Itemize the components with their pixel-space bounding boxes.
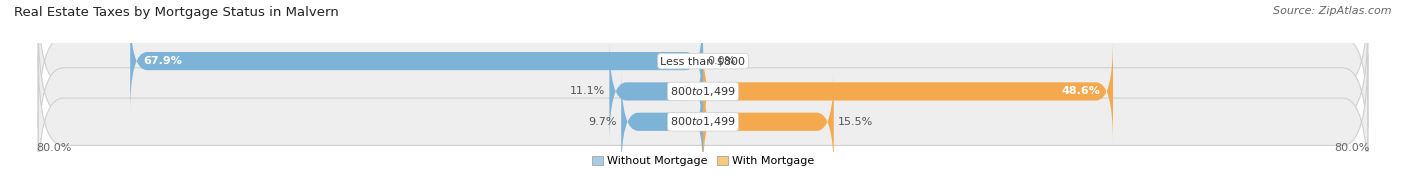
Text: 67.9%: 67.9%	[143, 56, 181, 66]
Text: 80.0%: 80.0%	[1334, 143, 1369, 152]
FancyBboxPatch shape	[38, 24, 1368, 159]
FancyBboxPatch shape	[38, 54, 1368, 189]
Text: $800 to $1,499: $800 to $1,499	[671, 85, 735, 98]
FancyBboxPatch shape	[621, 70, 703, 173]
Text: 15.5%: 15.5%	[838, 117, 873, 127]
FancyBboxPatch shape	[703, 40, 1114, 143]
FancyBboxPatch shape	[609, 40, 703, 143]
Legend: Without Mortgage, With Mortgage: Without Mortgage, With Mortgage	[592, 156, 814, 166]
Text: 48.6%: 48.6%	[1062, 86, 1101, 97]
FancyBboxPatch shape	[131, 10, 703, 113]
Text: 80.0%: 80.0%	[37, 143, 72, 152]
Text: 11.1%: 11.1%	[569, 86, 605, 97]
Text: Source: ZipAtlas.com: Source: ZipAtlas.com	[1274, 6, 1392, 16]
Text: Less than $800: Less than $800	[661, 56, 745, 66]
Text: 9.7%: 9.7%	[589, 117, 617, 127]
Text: Real Estate Taxes by Mortgage Status in Malvern: Real Estate Taxes by Mortgage Status in …	[14, 6, 339, 19]
Text: 0.0%: 0.0%	[707, 56, 735, 66]
Text: $800 to $1,499: $800 to $1,499	[671, 115, 735, 128]
FancyBboxPatch shape	[703, 70, 834, 173]
FancyBboxPatch shape	[38, 0, 1368, 129]
